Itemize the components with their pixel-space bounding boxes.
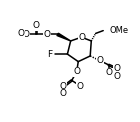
Text: O: O	[96, 56, 103, 65]
Text: O: O	[60, 89, 66, 98]
Text: O: O	[33, 21, 40, 30]
Text: O: O	[78, 33, 85, 42]
Text: O: O	[43, 30, 50, 39]
Text: O: O	[60, 82, 66, 92]
Polygon shape	[57, 33, 71, 41]
Text: O: O	[113, 72, 120, 81]
Text: O: O	[17, 29, 24, 38]
Text: O: O	[22, 30, 29, 39]
Text: O: O	[73, 67, 80, 76]
Text: OMe: OMe	[109, 26, 128, 35]
Text: O: O	[105, 68, 112, 77]
Text: O: O	[113, 64, 120, 73]
Text: O: O	[77, 81, 84, 91]
Text: F: F	[47, 50, 52, 59]
